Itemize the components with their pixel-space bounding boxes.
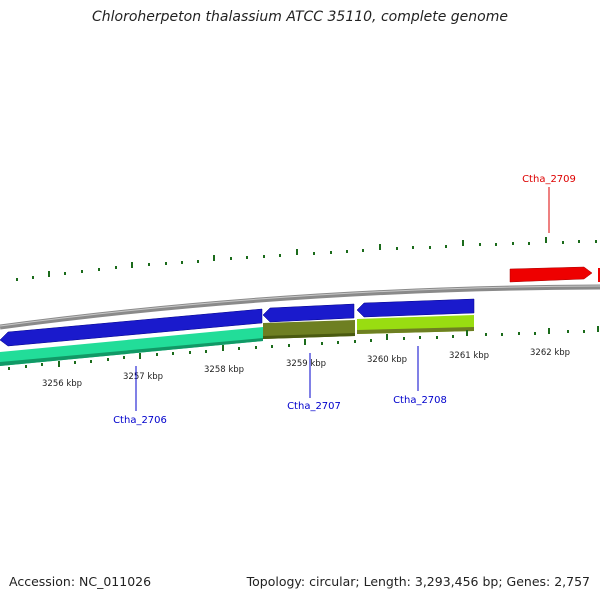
genome-title: Chloroherpeton thalassium ATCC 35110, co… [92,9,508,25]
gene-label-ctha-2706[interactable]: Ctha_2706 [113,415,167,426]
tick-label-3259: 3259 kbp [286,359,326,369]
gene-ctha-2707[interactable] [262,303,355,323]
gene-ctha-2706[interactable] [0,308,263,347]
topology-label: Topology: circular; Length: 3,293,456 bp… [246,574,590,589]
gene-label-ctha-2708[interactable]: Ctha_2708 [393,395,447,406]
tick-label-3258: 3258 kbp [204,365,244,375]
gene-label-ctha-2709[interactable]: Ctha_2709 [522,174,576,185]
tick-label-3262: 3262 kbp [530,348,570,358]
tick-label-3257: 3257 kbp [123,372,163,382]
genome-backbone [0,284,600,330]
outer-tick-row [16,237,597,281]
gene-ctha-2708[interactable] [356,298,475,318]
gene-ctha-2709-tail [598,268,600,282]
tick-label-3256: 3256 kbp [42,379,82,389]
accession-label: Accession: NC_011026 [9,574,152,589]
gene-label-ctha-2707[interactable]: Ctha_2707 [287,401,341,412]
inner-tick-row [8,326,599,370]
gene-ctha-2709[interactable] [509,266,593,283]
tick-label-3260: 3260 kbp [367,355,407,365]
tick-label-3261: 3261 kbp [449,351,489,361]
